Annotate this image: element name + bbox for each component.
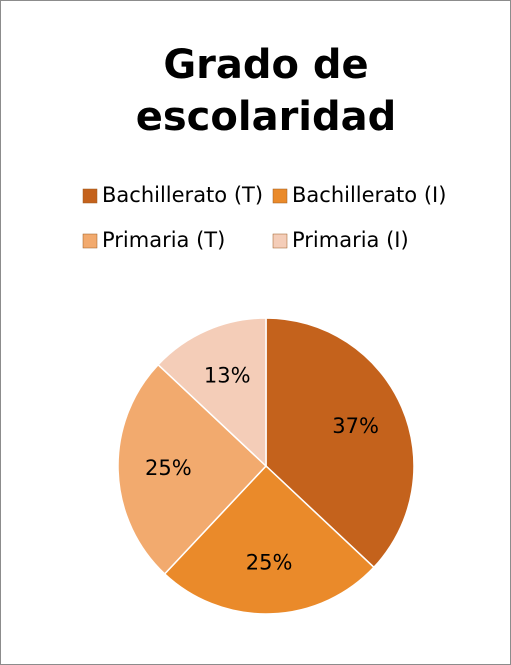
legend-swatch (82, 233, 98, 249)
legend-label: Bachillerato (I) (292, 183, 446, 207)
data-label: 25% (246, 551, 293, 575)
legend-label: Primaria (T) (102, 228, 225, 252)
legend-swatch (272, 233, 288, 249)
chart-title: Grado de escolaridad (135, 42, 397, 140)
pie-slice (117, 363, 268, 575)
pie-slice (163, 464, 375, 615)
data-label: 13% (204, 363, 251, 387)
legend-label: Primaria (I) (292, 228, 409, 252)
pie-slice (157, 317, 267, 468)
legend-label: Bachillerato (T) (102, 183, 263, 207)
data-label: 37% (332, 414, 379, 438)
pie-slice (265, 317, 415, 569)
legend-swatch (272, 188, 288, 204)
legend-swatch (82, 188, 98, 204)
data-label: 25% (145, 456, 192, 480)
